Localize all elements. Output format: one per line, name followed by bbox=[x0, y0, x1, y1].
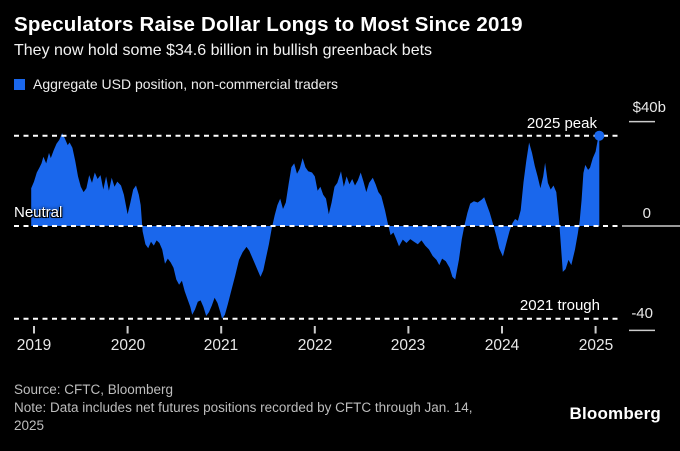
footer-notes: Source: CFTC, Bloomberg Note: Data inclu… bbox=[14, 381, 478, 435]
x-axis-label-2025: 2025 bbox=[578, 337, 614, 354]
note-line: Note: Data includes net futures position… bbox=[14, 400, 473, 433]
legend-label: Aggregate USD position, non-commercial t… bbox=[33, 76, 339, 92]
chart-title: Speculators Raise Dollar Longs to Most S… bbox=[14, 13, 523, 36]
area-series bbox=[31, 133, 600, 319]
x-axis-label-2024: 2024 bbox=[484, 337, 520, 354]
trough-annotation: 2021 trough bbox=[519, 297, 600, 314]
latest-point-marker bbox=[594, 130, 605, 141]
y-axis-label-top: $40b bbox=[632, 99, 666, 116]
bloomberg-logo: Bloomberg bbox=[569, 404, 661, 423]
axis-ticks bbox=[33, 120, 680, 334]
y-axis-label-bottom: -40 bbox=[631, 305, 653, 322]
legend: Aggregate USD position, non-commercial t… bbox=[14, 76, 338, 92]
source-line: Source: CFTC, Bloomberg bbox=[14, 382, 174, 397]
x-axis-label-2021: 2021 bbox=[203, 337, 239, 354]
y-axis-label-zero: 0 bbox=[642, 205, 651, 222]
x-axis-label-2020: 2020 bbox=[110, 337, 146, 354]
chart-subtitle: They now hold some $34.6 billion in bull… bbox=[14, 42, 433, 59]
x-axis-label-2022: 2022 bbox=[297, 337, 333, 354]
legend-swatch-icon bbox=[14, 78, 25, 90]
x-axis-label-2023: 2023 bbox=[390, 337, 426, 354]
neutral-annotation: Neutral bbox=[14, 204, 63, 221]
peak-annotation: 2025 peak bbox=[526, 115, 597, 132]
x-axis-label-2019: 2019 bbox=[16, 337, 52, 354]
